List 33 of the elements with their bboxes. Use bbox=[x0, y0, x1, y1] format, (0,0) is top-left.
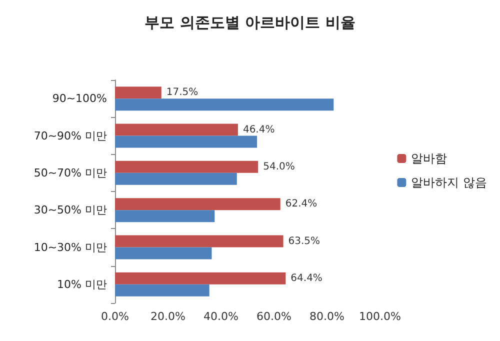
bar bbox=[115, 272, 286, 284]
data-label: 62.4% bbox=[285, 198, 318, 210]
bar bbox=[115, 284, 210, 296]
y-tick-label: 30~50% 미만 bbox=[34, 204, 107, 217]
chart-title: 부모 의존도별 아르바이트 비율 bbox=[144, 14, 356, 32]
x-tick-label: 0.0% bbox=[101, 310, 129, 323]
bar bbox=[115, 86, 162, 99]
data-label: 64.4% bbox=[290, 272, 322, 284]
legend-label: 알바하지 않음 bbox=[411, 176, 488, 190]
y-tick-label: 50~70% 미만 bbox=[34, 166, 107, 180]
bar bbox=[115, 160, 258, 173]
y-tick-label: 70~90% 미만 bbox=[34, 129, 107, 142]
bar bbox=[115, 235, 284, 248]
data-label: 17.5% bbox=[166, 87, 198, 98]
y-tick-label: 10~30% 미만 bbox=[34, 240, 107, 254]
legend-label: 알바함 bbox=[411, 152, 448, 166]
data-label: 54.0% bbox=[263, 161, 295, 172]
x-tick-label: 60.0% bbox=[256, 310, 292, 323]
bar bbox=[115, 172, 237, 185]
data-label: 63.5% bbox=[288, 236, 320, 247]
x-tick-label: 20.0% bbox=[150, 310, 186, 323]
x-tick-label: 40.0% bbox=[204, 310, 238, 323]
bar bbox=[115, 198, 280, 210]
bar bbox=[115, 210, 215, 222]
y-tick-label: 90~100% bbox=[52, 92, 107, 106]
x-tick-label: 100.0% bbox=[359, 310, 401, 323]
data-label: 46.4% bbox=[242, 124, 275, 136]
bar bbox=[115, 124, 238, 136]
bar bbox=[115, 136, 258, 148]
x-tick-label: 80.0% bbox=[310, 310, 344, 323]
bar bbox=[115, 98, 334, 111]
y-tick-label: 10% 미만 bbox=[57, 278, 107, 291]
bar bbox=[115, 247, 212, 260]
